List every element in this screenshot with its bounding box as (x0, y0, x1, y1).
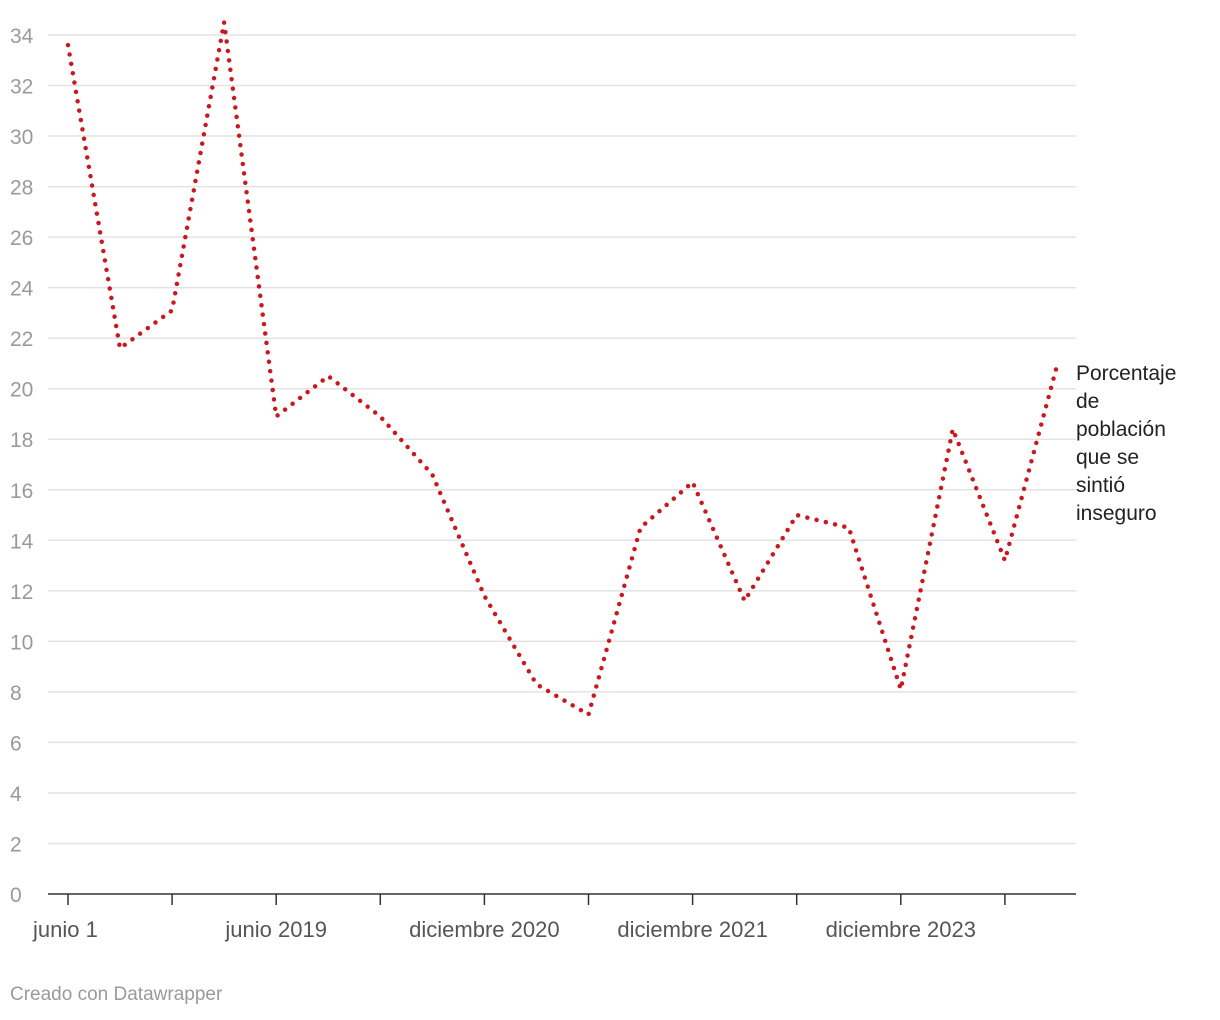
series-label-line: Porcentaje (1076, 362, 1177, 385)
series-label-line: que se (1076, 446, 1140, 469)
y-tick-label: 30 (10, 126, 33, 149)
x-tick-label: junio 1 (32, 917, 98, 942)
y-tick-label: 2 (10, 833, 22, 856)
y-tick-label: 26 (10, 227, 33, 250)
y-tick-label: 14 (10, 530, 34, 553)
credit-text: Creado con Datawrapper (10, 984, 223, 1005)
y-tick-label: 16 (10, 480, 33, 503)
series-label-line: de (1076, 390, 1100, 413)
x-tick-label: diciembre 2021 (617, 917, 767, 942)
y-tick-label: 0 (10, 884, 22, 907)
series-label-line: sintió (1076, 474, 1126, 497)
x-tick-label: diciembre 2023 (826, 917, 976, 942)
gridlines (48, 34, 1076, 845)
series-label: Porcentaje de población que se sintió in… (1076, 360, 1216, 528)
series-label-line: población (1076, 418, 1166, 441)
x-axis: junio 1 junio 2019 diciembre 2020 diciembre… (32, 893, 1076, 942)
y-tick-label: 20 (10, 379, 33, 402)
y-tick-label: 34 (10, 25, 34, 48)
y-tick-label: 8 (10, 682, 22, 705)
y-tick-label: 6 (10, 732, 22, 755)
y-tick-label: 32 (10, 76, 33, 99)
x-tick-label: diciembre 2020 (409, 917, 559, 942)
series-layer (65, 20, 1060, 717)
y-tick-label: 22 (10, 328, 33, 351)
y-tick-label: 10 (10, 631, 33, 654)
y-tick-label: 28 (10, 177, 33, 200)
y-tick-label: 24 (10, 278, 34, 301)
x-tick-label: junio 2019 (224, 917, 327, 942)
y-tick-label: 12 (10, 581, 33, 604)
series-label-line: inseguro (1076, 502, 1157, 525)
y-tick-label: 4 (10, 783, 22, 806)
y-tick-label: 18 (10, 429, 33, 452)
series-line (65, 20, 1060, 717)
